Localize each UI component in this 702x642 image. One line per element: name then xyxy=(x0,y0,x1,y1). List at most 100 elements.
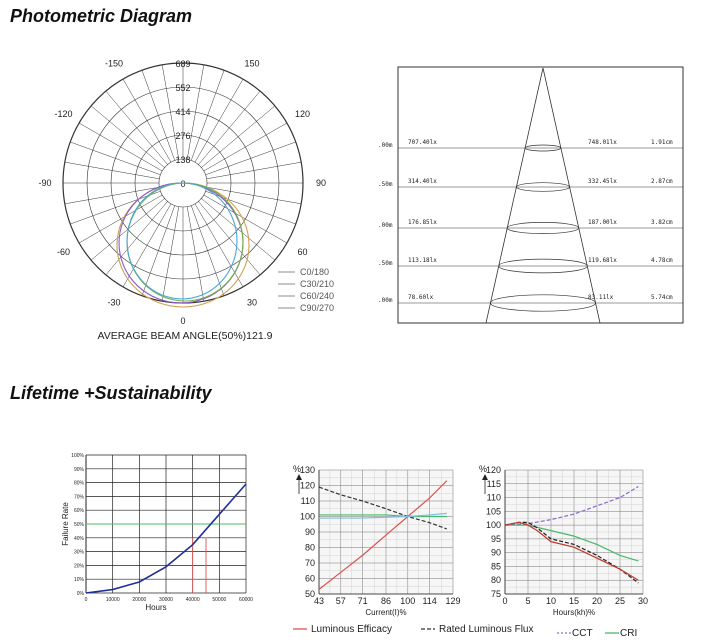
radial-tick-label: 0 xyxy=(180,179,185,189)
polar-spoke xyxy=(190,70,225,161)
illuminance-center: 78.60lx xyxy=(408,294,434,301)
distance-label: .50m xyxy=(378,181,393,188)
illuminance-cone-chart: .00m 707.40lx 748.01lx 1.91cm .50m 314.40lx 33… xyxy=(378,66,684,324)
x-tick-label: 114 xyxy=(422,596,436,606)
polar-spoke xyxy=(64,161,160,180)
angle-label: 150 xyxy=(244,58,259,68)
polar-spoke xyxy=(186,206,205,302)
radial-tick-label: 552 xyxy=(175,83,190,93)
y-tick-label: 80% xyxy=(74,481,85,487)
angle-label: 90 xyxy=(316,178,326,188)
polar-spoke xyxy=(203,194,288,244)
x-tick-label: 86 xyxy=(381,596,391,606)
axis-arrowhead xyxy=(296,474,302,480)
legend-label: C0/180 xyxy=(300,267,329,277)
x-axis-label: Current(I)% xyxy=(365,608,406,617)
y-tick-label: 70 xyxy=(305,558,315,568)
y-tick-label: 105 xyxy=(486,506,501,516)
x-tick-label: 15 xyxy=(569,596,579,606)
y-tick-label: 30% xyxy=(74,550,85,556)
angle-label: -90 xyxy=(38,178,51,188)
polar-spoke xyxy=(205,141,296,176)
x-tick-label: 60000 xyxy=(239,597,253,603)
polar-chart: 689 552 414 276 138 0 -150 150 -120 120 -90 90 -60 60… xyxy=(38,58,334,342)
y-tick-label: 85 xyxy=(491,561,501,571)
beam-angle-caption: AVERAGE BEAM ANGLE(50%)121.9 xyxy=(98,330,273,342)
y-tick-label: 90 xyxy=(491,548,501,558)
x-tick-label: 30000 xyxy=(159,597,173,603)
x-tick-label: 43 xyxy=(314,596,324,606)
failure-rate-line xyxy=(85,483,247,594)
polar-spoke xyxy=(90,105,165,168)
x-tick-label: 71 xyxy=(358,596,368,606)
x-tick-label: 30 xyxy=(638,596,648,606)
y-tick-label: 90 xyxy=(305,527,315,537)
illuminance-center: 176.85lx xyxy=(408,219,437,226)
x-tick-label: 20 xyxy=(592,596,602,606)
y-tick-label: 75 xyxy=(491,589,501,599)
illuminance-center: 113.18lx xyxy=(408,257,437,264)
illuminance-average: 119.68lx xyxy=(588,257,617,264)
polar-spoke xyxy=(194,78,244,163)
illuminance-average: 83.11lx xyxy=(588,294,614,301)
polar-spoke xyxy=(105,201,168,276)
y-axis-label: % xyxy=(479,464,487,474)
y-tick-label: 120 xyxy=(486,465,501,475)
polar-spoke xyxy=(203,122,288,172)
x-tick-label: 10000 xyxy=(106,597,120,603)
distribution-curve xyxy=(126,182,238,300)
x-tick-label: 50000 xyxy=(212,597,226,603)
illuminance-average: 748.01lx xyxy=(588,139,617,146)
illuminance-average: 187.00lx xyxy=(588,219,617,226)
cone-frame xyxy=(397,66,684,324)
legend-label: C30/210 xyxy=(300,279,334,289)
y-tick-label: 80 xyxy=(491,575,501,585)
radial-tick-label: 276 xyxy=(175,131,190,141)
y-tick-label: 110 xyxy=(487,493,501,503)
polar-spoke xyxy=(122,203,172,288)
polar-spoke xyxy=(198,90,261,165)
light-spot xyxy=(490,294,596,312)
series-line xyxy=(319,512,447,519)
legend-label: CRI xyxy=(620,628,637,639)
y-tick-label: 40% xyxy=(74,536,85,542)
x-tick-label: 0 xyxy=(85,597,88,603)
y-tick-label: 90% xyxy=(74,467,85,473)
x-tick-label: 20000 xyxy=(132,597,146,603)
polar-spoke xyxy=(161,206,180,302)
y-tick-label: 20% xyxy=(74,563,85,569)
x-tick-label: 25 xyxy=(615,596,625,606)
illuminance-center: 314.40lx xyxy=(408,178,437,185)
y-tick-label: 10% xyxy=(74,577,85,583)
spot-diameter: 1.91cm xyxy=(651,139,673,146)
angle-label: -60 xyxy=(57,247,70,257)
y-tick-label: 60 xyxy=(305,574,315,584)
x-tick-label: 100 xyxy=(400,596,415,606)
x-tick-label: 129 xyxy=(445,596,460,606)
y-tick-label: 110 xyxy=(301,496,315,506)
light-spot xyxy=(498,258,588,274)
legend-label: CCT xyxy=(572,628,593,639)
light-spot xyxy=(524,144,562,152)
series-line xyxy=(319,514,447,518)
spot-diameter: 3.82cm xyxy=(651,219,673,226)
cone-edge xyxy=(542,67,601,324)
x-axis-label: Hours(kh)% xyxy=(553,608,595,617)
series-line xyxy=(504,521,639,581)
radial-tick-label: 414 xyxy=(175,107,190,117)
x-axis-label: Hours xyxy=(145,603,166,612)
y-tick-label: 130 xyxy=(300,465,315,475)
legend-label: C90/270 xyxy=(300,303,334,313)
y-tick-label: 70% xyxy=(74,494,85,500)
legend-label: C60/240 xyxy=(300,291,334,301)
polar-spoke xyxy=(206,161,302,180)
axis-arrowhead xyxy=(482,474,488,480)
polar-spoke xyxy=(186,64,205,160)
polar-spoke xyxy=(198,201,261,276)
y-tick-label: 50 xyxy=(305,589,315,599)
distance-label: .00m xyxy=(378,222,393,229)
radial-tick-label: 689 xyxy=(175,59,190,69)
radial-tick-label: 138 xyxy=(175,155,190,165)
